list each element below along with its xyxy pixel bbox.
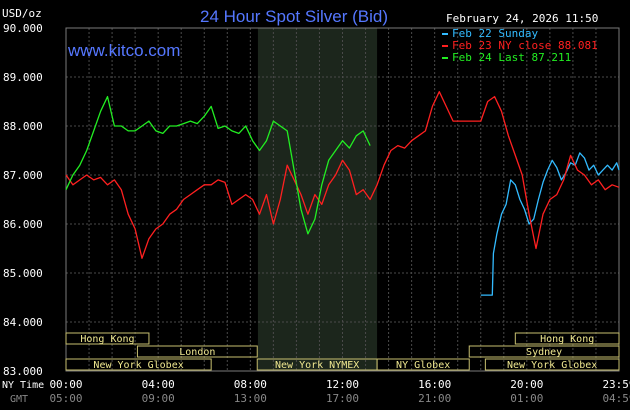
x-tick-label-gmt: 04:59 <box>602 392 630 405</box>
x-tick-label-ny: 08:00 <box>234 378 267 391</box>
watermark: www.kitco.com <box>67 41 180 60</box>
x-tick-label-gmt: 09:00 <box>142 392 175 405</box>
series-line-3 <box>65 95 371 235</box>
session-bar <box>376 358 470 371</box>
session-label: New York Globex <box>93 360 183 371</box>
y-tick-label: 83.000 <box>3 365 43 378</box>
session-bar <box>65 358 212 371</box>
session-bar <box>136 345 258 358</box>
session-bar <box>65 332 150 345</box>
legend-entry: Feb 24 Last 87.211 <box>452 51 571 64</box>
legend-swatch <box>442 57 448 59</box>
y-tick-label: 86.000 <box>3 218 43 231</box>
session-label: NY Globex <box>396 360 450 371</box>
x-tick-label-gmt: 01:00 <box>510 392 543 405</box>
legend-swatch <box>442 33 448 35</box>
x-tick-label-gmt: 13:00 <box>234 392 267 405</box>
session-bar <box>514 332 620 345</box>
nymex-shade <box>257 28 378 371</box>
chart-title: 24 Hour Spot Silver (Bid) <box>200 7 388 26</box>
session-label: New York Globex <box>507 360 597 371</box>
x-tick-label-gmt: 21:00 <box>418 392 451 405</box>
session-label: Sydney <box>526 347 562 358</box>
y-tick-label: 90.000 <box>3 22 43 35</box>
legend-swatch <box>442 45 448 47</box>
session-bar <box>484 358 620 371</box>
session-bar <box>468 345 620 358</box>
y-tick-label: 89.000 <box>3 71 43 84</box>
x-tick-label-ny: 23:59 <box>602 378 630 391</box>
session-label: Hong Kong <box>540 334 594 345</box>
timestamp: February 24, 2026 11:50 <box>446 12 598 25</box>
legend-entry: Feb 23 NY close 88.081 <box>452 39 598 52</box>
y-tick-label: 84.000 <box>3 316 43 329</box>
x-tick-label-gmt: 05:00 <box>49 392 82 405</box>
session-label: Hong Kong <box>80 334 134 345</box>
ny-time-row-label: NY Time <box>2 380 44 391</box>
x-tick-label-ny: 00:00 <box>49 378 82 391</box>
x-tick-label-gmt: 17:00 <box>326 392 359 405</box>
x-tick-label-ny: 04:00 <box>142 378 175 391</box>
y-tick-label: 87.000 <box>3 169 43 182</box>
session-label: New York NYMEX <box>275 360 359 371</box>
series-line-2 <box>65 91 620 259</box>
session-label: London <box>179 347 215 358</box>
series-line-1 <box>480 152 620 296</box>
x-tick-label-ny: 16:00 <box>418 378 451 391</box>
legend-entry: Feb 22 Sunday <box>452 27 538 40</box>
y-tick-label: 88.000 <box>3 120 43 133</box>
gmt-row-label: GMT <box>10 394 28 405</box>
unit-label: USD/oz <box>2 7 42 20</box>
x-tick-label-ny: 12:00 <box>326 378 359 391</box>
x-tick-label-ny: 20:00 <box>510 378 543 391</box>
plot-border <box>65 27 620 372</box>
y-tick-label: 85.000 <box>3 267 43 280</box>
